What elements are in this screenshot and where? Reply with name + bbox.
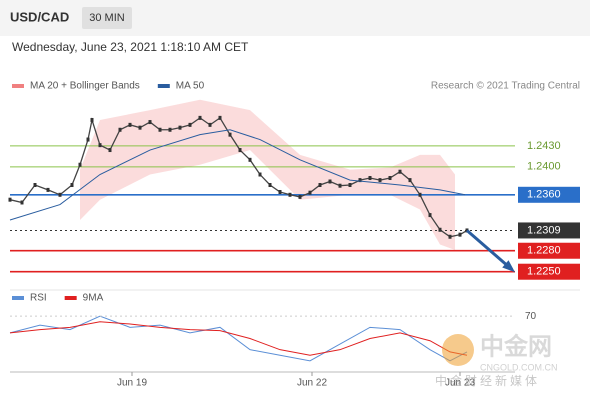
level-label: 1.2250	[527, 266, 561, 278]
candle	[188, 122, 192, 127]
candle	[348, 183, 352, 188]
level-label-box	[518, 186, 580, 203]
candle	[148, 120, 152, 125]
credit: Research © 2021 Trading Central	[431, 81, 580, 92]
bollinger-band	[80, 99, 455, 251]
candle	[368, 176, 372, 181]
symbol: USD/CAD	[10, 9, 69, 24]
candle	[298, 194, 302, 199]
candle	[318, 183, 322, 188]
x-tick-label: Jun 19	[117, 378, 147, 389]
candle	[358, 178, 362, 183]
legend-label: RSI	[30, 293, 47, 304]
watermark-site: CNGOLD.COM.CN	[480, 362, 558, 372]
candle	[258, 172, 262, 177]
legend-swatch	[64, 296, 77, 300]
candle	[448, 234, 452, 239]
legend-label: MA 20 + Bollinger Bands	[30, 81, 140, 92]
candle	[238, 148, 242, 153]
candle	[328, 179, 332, 184]
watermark-tagline: 中金财经新媒体	[435, 373, 540, 388]
candle	[108, 148, 112, 153]
watermark-brand: 中金网	[480, 332, 552, 360]
candle	[278, 189, 282, 194]
y-tick-label: 70	[525, 311, 537, 322]
series-line	[9, 321, 468, 356]
legend-label: 9MA	[83, 293, 104, 304]
arrow-head	[502, 260, 516, 273]
candle	[428, 213, 432, 218]
candle	[86, 137, 90, 142]
watermark-logo	[442, 334, 474, 366]
candle	[458, 232, 462, 237]
candle	[408, 178, 412, 183]
x-tick-label: Jun 22	[297, 378, 327, 389]
candle	[78, 162, 82, 167]
level-label-box	[518, 242, 580, 259]
timeframe-box	[82, 7, 132, 29]
candle	[418, 192, 422, 197]
candle	[438, 227, 442, 232]
series-line	[9, 129, 466, 221]
timeframe: 30 MIN	[89, 12, 125, 24]
candle	[118, 127, 122, 132]
candle	[128, 122, 132, 127]
level-label: 1.2400	[527, 161, 561, 173]
level-label: 1.2280	[527, 245, 561, 257]
candle	[378, 178, 382, 183]
legend-swatch	[12, 84, 24, 88]
candle	[198, 115, 202, 120]
forecast-arrow	[466, 229, 513, 271]
level-label: 1.2430	[527, 140, 561, 152]
candle	[228, 132, 232, 137]
candle	[20, 200, 24, 205]
legend-label: MA 50	[176, 81, 205, 92]
candle	[138, 125, 142, 130]
candle	[308, 190, 312, 195]
level-label: 1.2309	[527, 224, 561, 236]
datetime: Wednesday, June 23, 2021 1:18:10 AM CET	[12, 40, 249, 54]
x-tick-label: Jun 23	[445, 378, 475, 389]
candle	[338, 183, 342, 188]
watermark: 中金网 CNGOLD.COM.CN 中金财经新媒体	[435, 332, 558, 388]
candle	[58, 192, 62, 197]
legend-swatch	[157, 84, 170, 88]
candle	[158, 127, 162, 132]
candle	[248, 157, 252, 162]
candle	[90, 117, 94, 122]
candle	[208, 122, 212, 127]
candle	[178, 125, 182, 130]
candle	[218, 115, 222, 120]
candle	[268, 183, 272, 188]
series-line	[9, 315, 468, 362]
candle	[33, 183, 37, 188]
candle	[8, 197, 12, 202]
candle	[388, 176, 392, 181]
candle	[70, 183, 74, 188]
candle	[46, 187, 50, 192]
candle	[288, 192, 292, 197]
candle	[398, 169, 402, 174]
level-label: 1.2360	[527, 189, 561, 201]
legend-swatch	[12, 296, 24, 300]
candle	[98, 143, 102, 148]
candle	[168, 127, 172, 132]
level-label-box	[518, 222, 580, 239]
level-label-box	[518, 263, 580, 280]
